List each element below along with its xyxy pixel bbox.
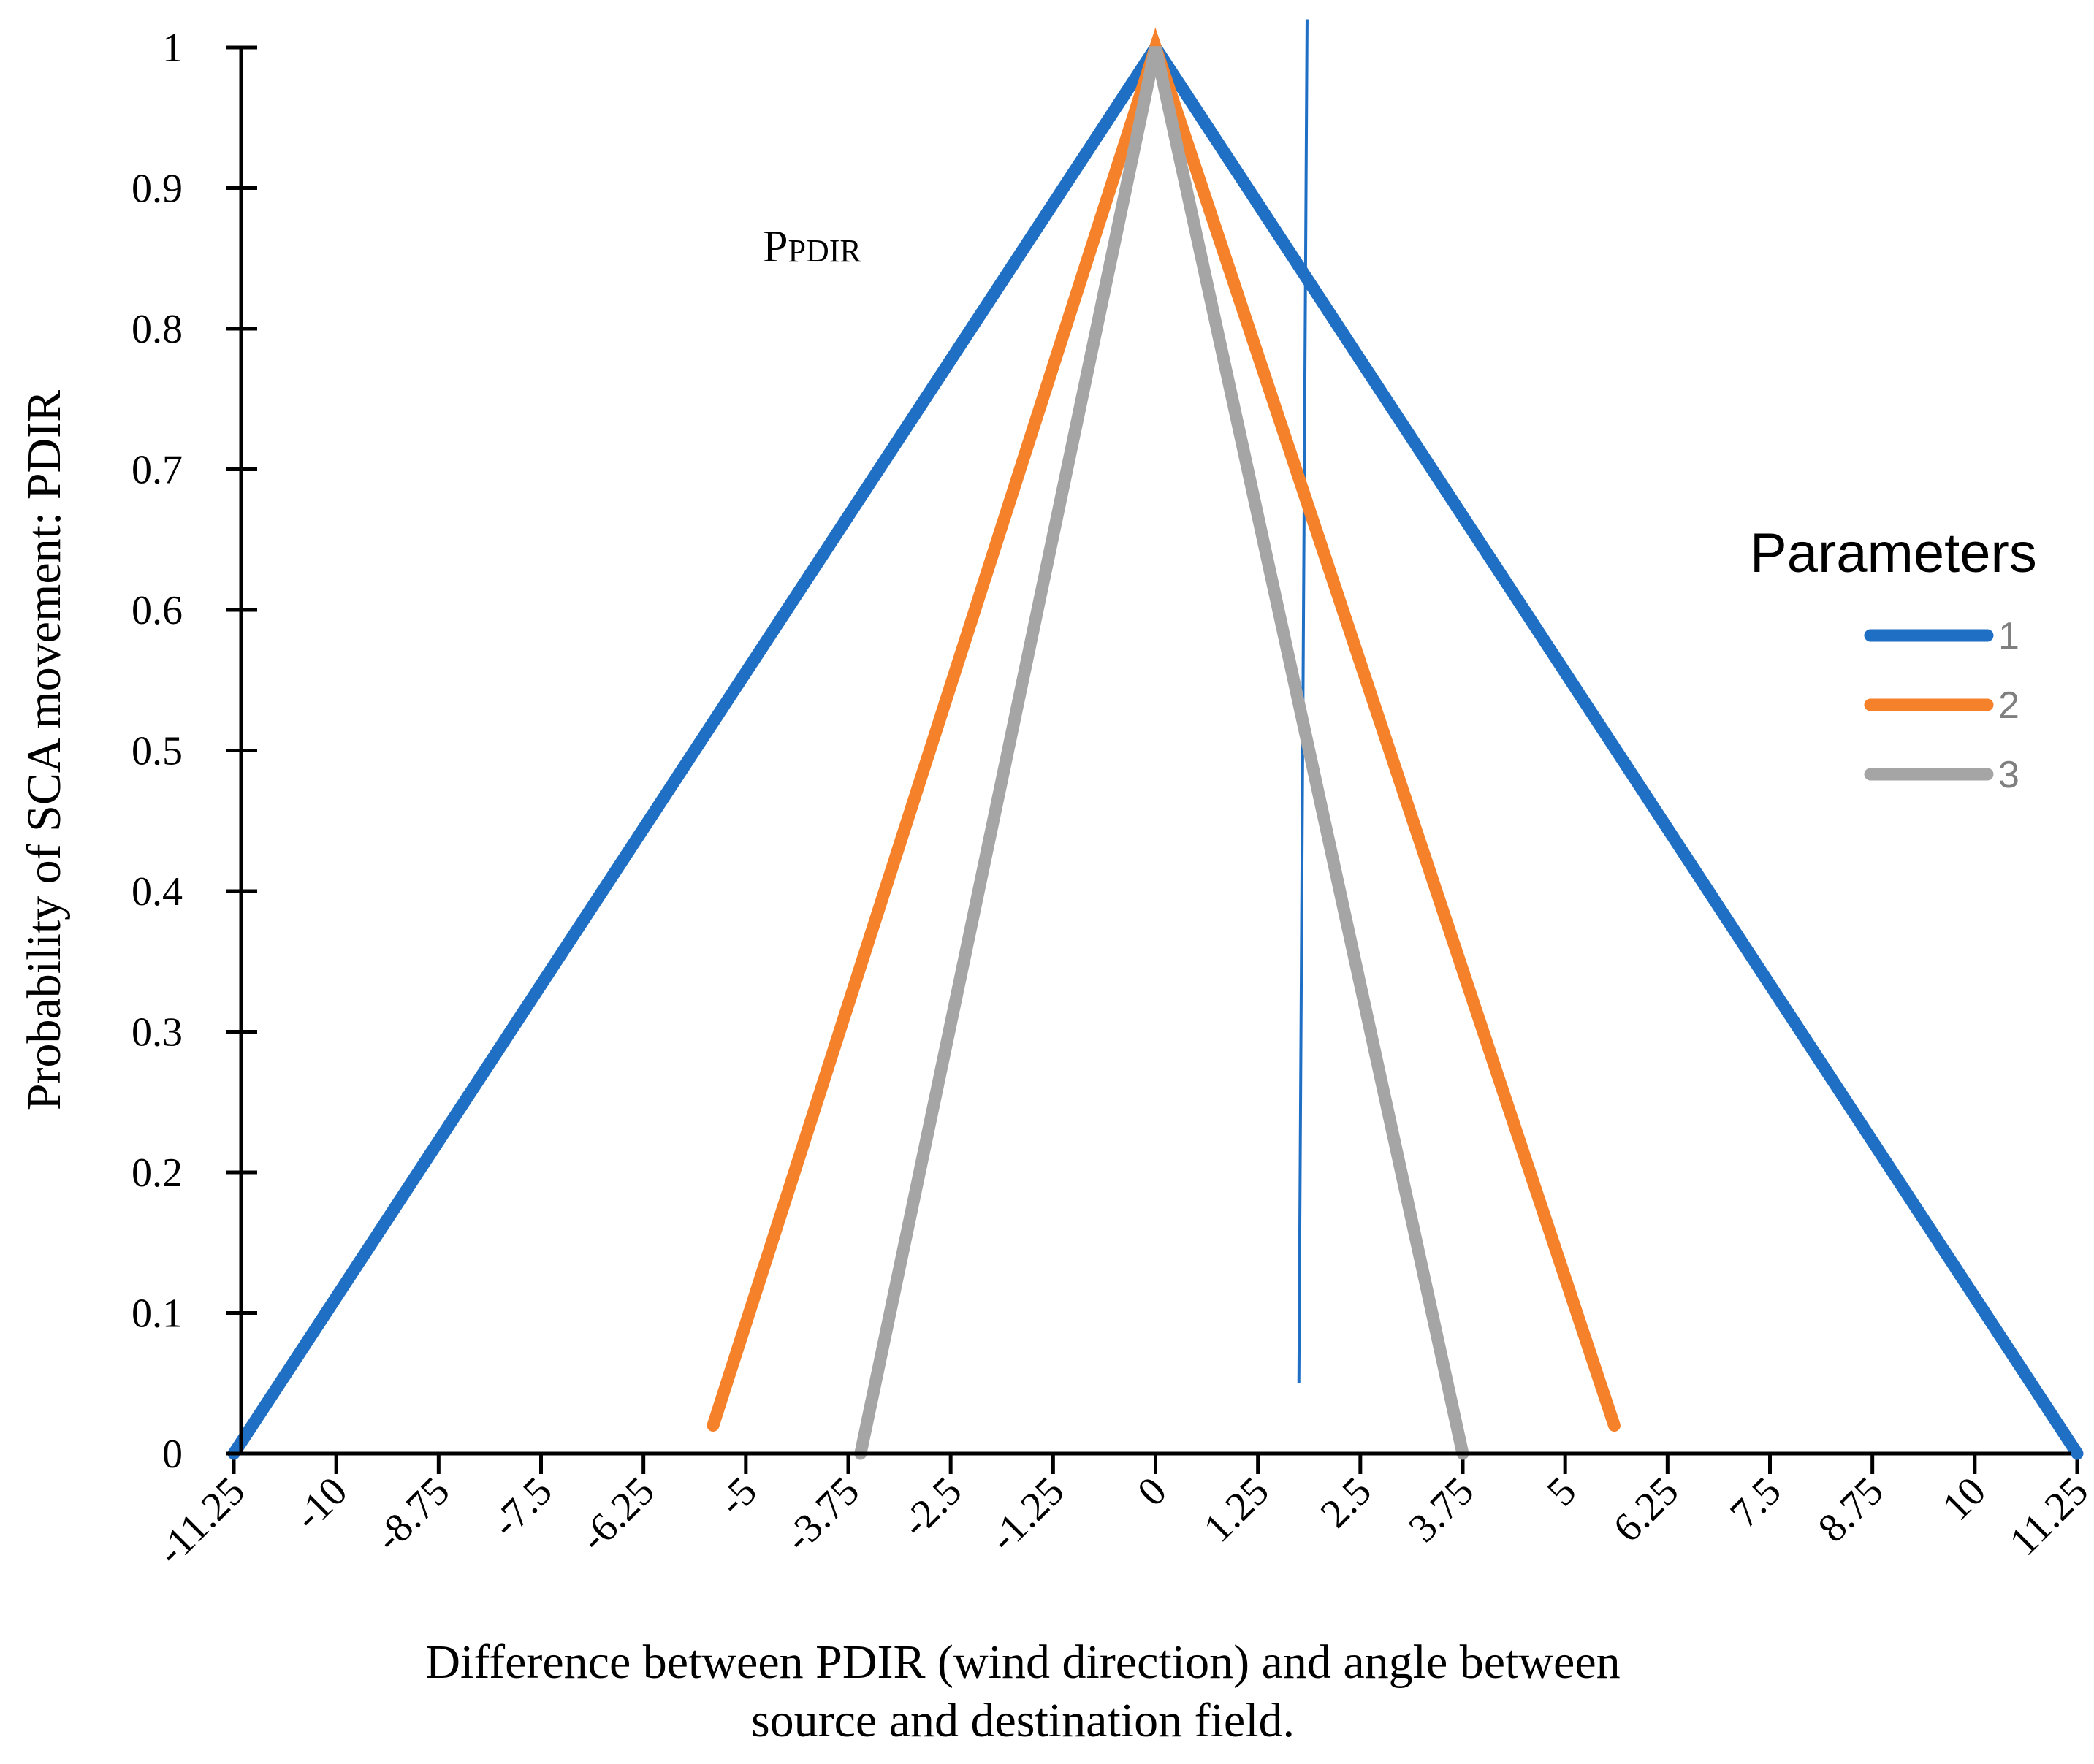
axes [226,47,2071,1456]
y-tick-label: 0.9 [132,167,183,212]
legend-label-3: 3 [1998,754,2019,796]
x-tick-label: -7.5 [483,1468,561,1546]
x-tick-label: -8.75 [366,1468,458,1560]
x-tick-label: -6.25 [571,1468,663,1560]
y-axis-title: Probability of SCA movement: PDIR [18,390,71,1110]
y-tick-label: 0.7 [132,448,183,493]
y-tick-label: 1 [162,26,183,71]
x-tick-label: 5 [1539,1468,1585,1515]
series-line-1 [227,36,2084,1460]
x-tick-label: 6.25 [1604,1468,1687,1551]
y-tick-label: 0.3 [132,1010,183,1055]
pdir-annotation-sub: PDIR [788,233,861,269]
y-tick-label: 0.8 [132,307,183,352]
x-tick-label: -1.25 [981,1468,1073,1560]
x-tick-label: -3.75 [776,1468,868,1560]
x-tick-label: 7.5 [1721,1468,1789,1536]
x-tick-label: -5 [709,1468,766,1524]
y-tick-label: 0 [162,1432,183,1477]
x-tick-label: 11.25 [2001,1468,2094,1564]
y-tick-label: 0.6 [132,588,183,633]
x-tick-label: -2.5 [893,1468,971,1546]
legend-label-2: 2 [1998,684,2019,727]
y-tick-label: 0.4 [132,869,183,915]
legend-title: Parameters [1750,522,2037,584]
x-tick-label: -10 [286,1468,357,1539]
x-tick-label: 0 [1129,1468,1176,1515]
x-tick-label: -11.25 [148,1468,254,1574]
x-tick-label: 1.25 [1195,1468,1278,1551]
pdir-annotation: PPDIR [763,222,861,272]
series-line-3 [854,46,1469,1460]
y-tick-label: 0.1 [132,1291,183,1337]
x-axis-title-line-2: source and destination field. [751,1694,1295,1747]
y-tick-label: 0.5 [132,729,183,774]
x-tick-label: 2.5 [1312,1468,1380,1536]
y-tick-label: 0.2 [132,1150,183,1196]
x-axis-title-line-1: Difference between PDIR (wind direction)… [425,1635,1620,1689]
x-tick-label: 3.75 [1400,1468,1482,1551]
pdir-annotation-main: P [763,222,788,272]
series-lines [227,19,2084,1460]
legend: Parameters 1 2 3 [1750,522,2037,796]
legend-items: 1 2 3 [1864,615,2019,796]
tick-marks [226,45,2079,1474]
legend-label-1: 1 [1998,615,2019,657]
x-tick-label: 10 [1934,1468,1995,1529]
x-tick-label: 8.75 [1810,1468,1892,1551]
